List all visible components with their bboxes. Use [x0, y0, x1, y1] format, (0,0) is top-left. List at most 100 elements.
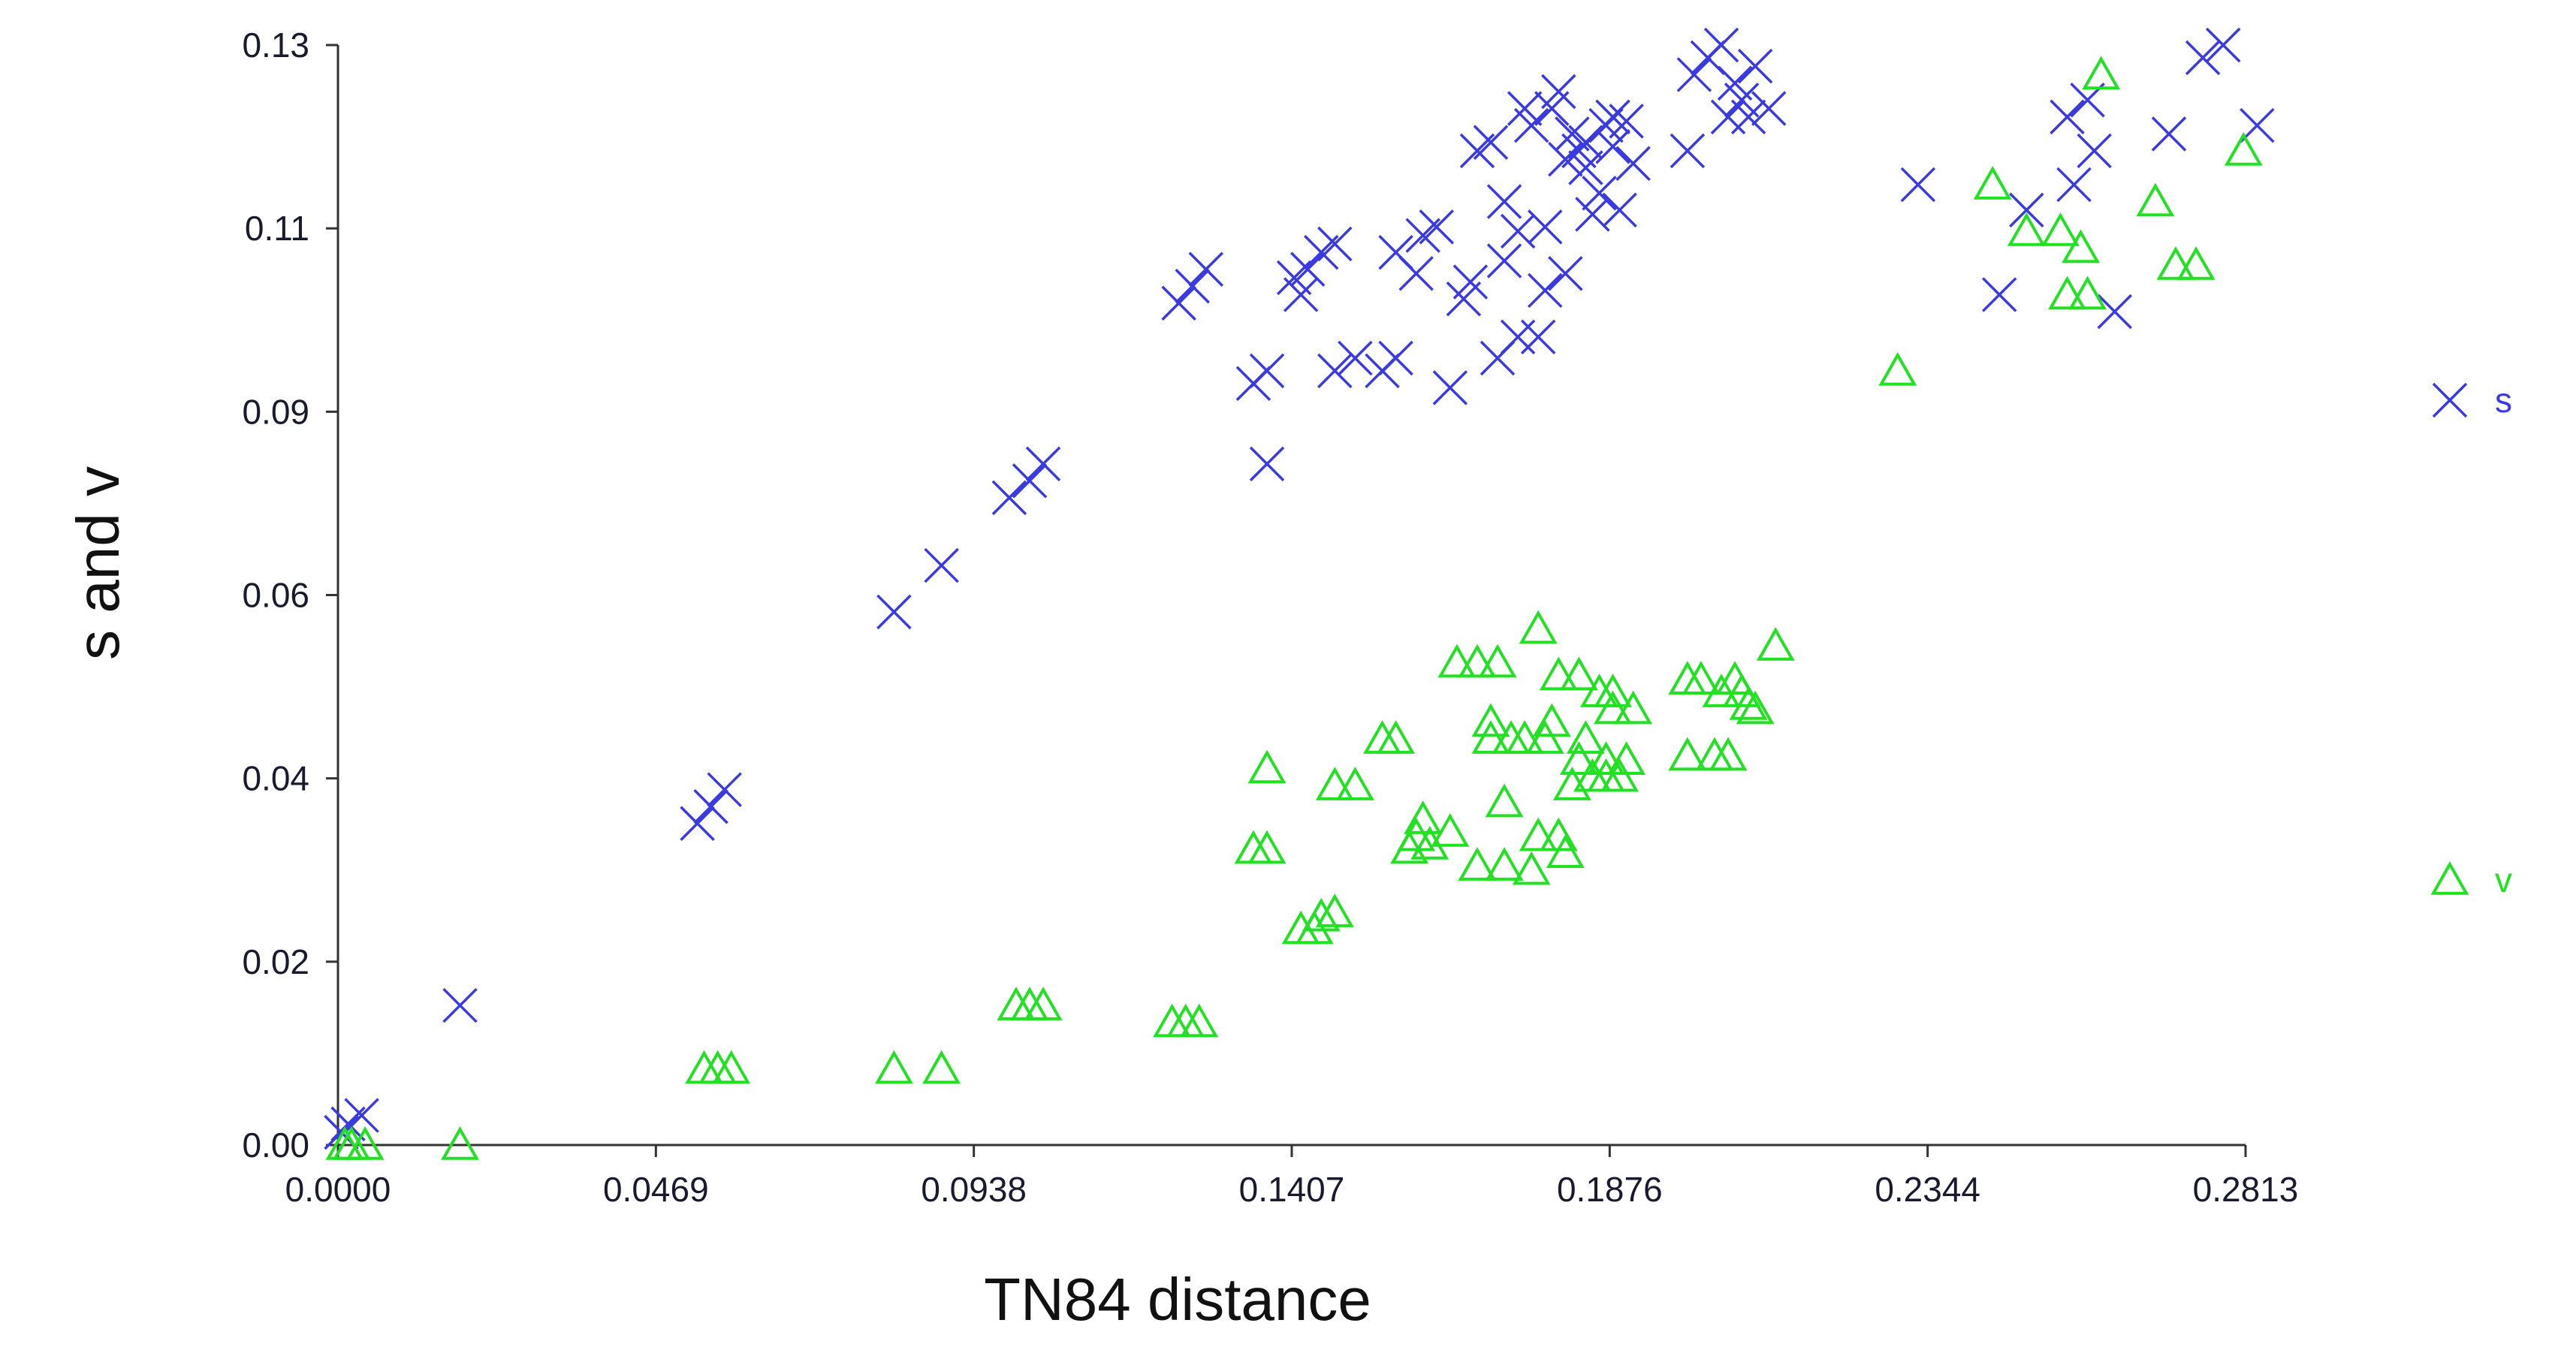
data-point-v — [441, 1126, 479, 1160]
data-point-s — [344, 1098, 379, 1133]
data-point-s — [1419, 209, 1455, 245]
y-tick-label: 0.02 — [242, 942, 309, 981]
data-point-v — [922, 1050, 961, 1084]
x-tick-label: 0.2813 — [2193, 1170, 2299, 1209]
data-point-v — [1709, 737, 1748, 771]
data-point-v — [1512, 851, 1551, 885]
data-point-v — [1478, 643, 1517, 678]
data-point-v — [1973, 165, 2012, 200]
data-point-v — [1519, 610, 1558, 644]
data-point-s — [1541, 74, 1576, 110]
data-point-s — [1500, 319, 1536, 355]
data-point-v — [1614, 690, 1653, 725]
data-point-v — [2007, 212, 2046, 246]
data-point-s — [1528, 209, 1563, 245]
data-point-v — [1315, 893, 1354, 927]
data-point-s — [680, 806, 715, 842]
data-point-s — [2056, 167, 2092, 203]
data-point-s — [1249, 446, 1285, 482]
y-axis-title: s and v — [65, 466, 131, 660]
data-point-s — [2151, 116, 2187, 152]
data-point-s — [1568, 150, 1603, 185]
data-point-v — [1377, 720, 1416, 754]
data-point-s — [1317, 226, 1353, 262]
data-point-v — [1546, 834, 1585, 868]
data-point-s — [693, 788, 728, 824]
data-point-v — [1756, 627, 1795, 661]
data-point-s — [1012, 463, 1048, 499]
data-point-s — [2097, 294, 2132, 330]
y-tick-label: 0.13 — [242, 26, 309, 65]
data-point-v — [1736, 690, 1775, 725]
data-point-s — [1751, 91, 1787, 126]
data-point-s — [1188, 252, 1224, 287]
data-point-v — [1519, 817, 1558, 851]
data-point-v — [2068, 276, 2107, 310]
series-v-points — [325, 56, 2263, 1160]
data-point-s — [1473, 125, 1509, 160]
data-point-v — [1539, 656, 1578, 691]
data-point-v — [1668, 737, 1707, 771]
data-point-s — [1615, 146, 1651, 182]
data-point-s — [1513, 107, 1549, 143]
data-point-v — [1600, 758, 1639, 792]
series-s-points — [324, 27, 2275, 1150]
data-point-s — [1670, 133, 1706, 169]
x-tick-label: 0.0938 — [921, 1170, 1027, 1209]
x-axis-ticks: 0.0000 0.0469 0.0938 0.1407 0.1876 0.2344 0.28… — [285, 1145, 2299, 1209]
data-point-v — [1397, 817, 1436, 851]
legend-marker-s — [2432, 382, 2468, 418]
data-point-v — [2082, 56, 2121, 90]
y-tick-label: 0.11 — [245, 209, 309, 248]
y-tick-label: 0.04 — [242, 759, 309, 798]
data-point-s — [1432, 370, 1468, 405]
data-point-v — [1485, 783, 1524, 818]
data-point-s — [2185, 40, 2221, 76]
data-point-v — [1471, 720, 1510, 754]
legend-label-s: s — [2495, 381, 2512, 420]
data-point-v — [1878, 351, 1917, 386]
data-point-v — [1458, 643, 1497, 678]
data-point-v — [1247, 830, 1286, 864]
data-point-s — [2205, 27, 2241, 63]
data-point-v — [2156, 246, 2195, 280]
data-point-s — [1161, 285, 1196, 321]
data-point-v — [2048, 276, 2086, 310]
data-point-s — [2077, 133, 2112, 169]
data-point-s — [876, 594, 912, 630]
x-tick-label: 0.2344 — [1875, 1170, 1980, 1209]
data-point-s — [2240, 107, 2275, 143]
data-point-s — [1025, 446, 1061, 482]
data-point-v — [2062, 229, 2101, 264]
plot-area: 0.0000 0.0469 0.0938 0.1407 0.1876 0.2344 0.28… — [242, 26, 2298, 1209]
data-point-v — [1594, 690, 1632, 725]
data-point-s — [1317, 353, 1353, 389]
data-point-s — [1609, 104, 1644, 139]
data-point-s — [1249, 353, 1285, 389]
data-point-s — [707, 772, 742, 807]
data-point-s — [1486, 184, 1522, 219]
data-point-v — [1682, 661, 1721, 695]
data-point-s — [1452, 264, 1489, 300]
data-point-v — [1458, 847, 1497, 881]
data-point-s — [2050, 99, 2085, 135]
data-point-s — [1602, 192, 1637, 228]
data-point-s — [1595, 99, 1630, 135]
legend: sv — [2430, 381, 2512, 900]
data-point-v — [1607, 741, 1646, 776]
data-point-v — [1404, 800, 1443, 834]
data-point-v — [1431, 813, 1470, 847]
legend-label-v: v — [2495, 860, 2512, 900]
data-point-s — [1520, 319, 1556, 355]
data-point-v — [1302, 897, 1341, 932]
data-point-s — [1595, 128, 1630, 164]
data-point-v — [1485, 847, 1524, 881]
data-point-v — [2176, 246, 2216, 280]
y-tick-label: 0.00 — [242, 1126, 309, 1165]
data-point-s — [1175, 268, 1210, 304]
data-point-v — [1532, 703, 1571, 737]
data-point-s — [1338, 340, 1373, 376]
data-point-v — [345, 1126, 385, 1160]
data-point-s — [924, 547, 959, 583]
